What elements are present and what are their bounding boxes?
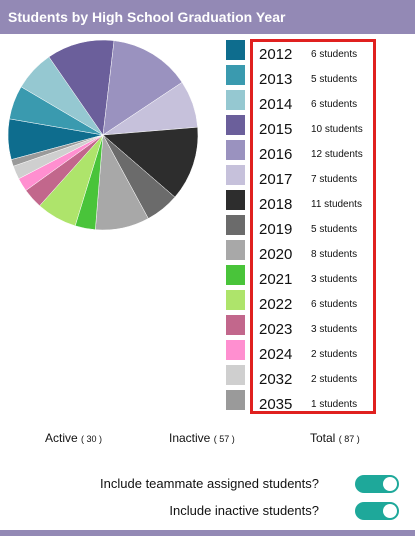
legend-count: 5 students: [311, 74, 358, 85]
legend-year: 2023: [259, 321, 293, 338]
legend-count: 8 students: [311, 249, 358, 260]
active-count: ( 30 ): [81, 434, 103, 444]
teammate-option-label: Include teammate assigned students?: [100, 476, 319, 491]
inactive-label: Inactive: [169, 431, 211, 445]
inactive-option-label: Include inactive students?: [169, 503, 319, 518]
legend-count: 12 students: [311, 149, 363, 160]
pie-slice-2018[interactable]: [102, 126, 199, 198]
legend-count: 1 students: [311, 399, 358, 410]
pie-slice-2016[interactable]: [102, 40, 183, 136]
legend-swatch-2022: [226, 290, 245, 310]
legend-year: 2021: [259, 271, 293, 288]
legend-year: 2035: [259, 396, 293, 413]
total-count: ( 87 ): [338, 434, 360, 444]
legend-swatch-2014: [226, 90, 245, 110]
footer-bar: [0, 530, 415, 536]
legend-count: 3 students: [311, 324, 358, 335]
legend-year: 2019: [259, 221, 293, 238]
legend-year: 2020: [259, 246, 293, 263]
legend-count: 6 students: [311, 49, 358, 60]
legend-item: 2019 5 students: [259, 218, 375, 243]
toggle-knob: [383, 504, 397, 518]
legend-year: 2014: [259, 96, 293, 113]
legend-item: 2032 2 students: [259, 368, 375, 393]
chart-title: Students by High School Graduation Year: [8, 9, 286, 25]
legend-count: 3 students: [311, 274, 358, 285]
teammate-toggle[interactable]: [355, 475, 399, 493]
active-label: Active: [45, 431, 78, 445]
legend-swatch-2015: [226, 115, 245, 135]
legend-count: 2 students: [311, 349, 358, 360]
legend-item: 2016 12 students: [259, 143, 375, 168]
legend-count: 10 students: [311, 124, 363, 135]
legend-swatch-2023: [226, 315, 245, 335]
legend-swatch-2032: [226, 365, 245, 385]
legend-count: 6 students: [311, 299, 358, 310]
legend-count: 7 students: [311, 174, 358, 185]
legend-year: 2012: [259, 46, 293, 63]
inactive-count: ( 57 ): [213, 434, 235, 444]
legend-item: 2018 11 students: [259, 193, 375, 218]
legend-count: 11 students: [311, 199, 362, 210]
legend-year: 2024: [259, 346, 293, 363]
legend-swatch-2013: [226, 65, 245, 85]
legend-item: 2020 8 students: [259, 243, 375, 268]
legend-year: 2022: [259, 296, 293, 313]
legend-list: 2012 6 students 2013 5 students 2014 6 studen…: [250, 39, 376, 414]
legend-year: 2017: [259, 171, 293, 188]
legend-year: 2032: [259, 371, 293, 388]
legend-year: 2013: [259, 71, 293, 88]
pie-chart: [7, 39, 199, 231]
legend-swatch-2012: [226, 40, 245, 60]
inactive-total: Inactive ( 57 ): [169, 431, 235, 445]
inactive-toggle[interactable]: [355, 502, 399, 520]
legend-item: 2024 2 students: [259, 343, 375, 368]
legend-item: 2013 5 students: [259, 68, 375, 93]
legend-swatch-2018: [226, 190, 245, 210]
legend-year: 2018: [259, 196, 293, 213]
legend-count: 2 students: [311, 374, 358, 385]
legend-swatch-2020: [226, 240, 245, 260]
legend-year: 2016: [259, 146, 293, 163]
legend-item: 2012 6 students: [259, 43, 375, 68]
legend-swatch-2035: [226, 390, 245, 410]
legend-swatch-2016: [226, 140, 245, 160]
legend-item: 2017 7 students: [259, 168, 375, 193]
legend-item: 2021 3 students: [259, 268, 375, 293]
legend-swatch-2021: [226, 265, 245, 285]
legend-item: 2035 1 students: [259, 393, 375, 418]
total-label: Total: [310, 431, 336, 445]
legend-count: 6 students: [311, 99, 358, 110]
legend-swatch-2019: [226, 215, 245, 235]
legend-swatch-2017: [226, 165, 245, 185]
legend-count: 5 students: [311, 224, 358, 235]
legend-item: 2014 6 students: [259, 93, 375, 118]
chart-header: Students by High School Graduation Year: [0, 0, 415, 34]
legend-item: 2015 10 students: [259, 118, 375, 143]
legend-year: 2015: [259, 121, 293, 138]
pie-slice-2015[interactable]: [48, 39, 115, 136]
active-total: Active ( 30 ): [45, 431, 102, 445]
legend-swatch-2024: [226, 340, 245, 360]
legend-item: 2023 3 students: [259, 318, 375, 343]
grand-total: Total ( 87 ): [310, 431, 360, 445]
toggle-knob: [383, 477, 397, 491]
legend-item: 2022 6 students: [259, 293, 375, 318]
pie-slice-2035[interactable]: [10, 134, 104, 167]
